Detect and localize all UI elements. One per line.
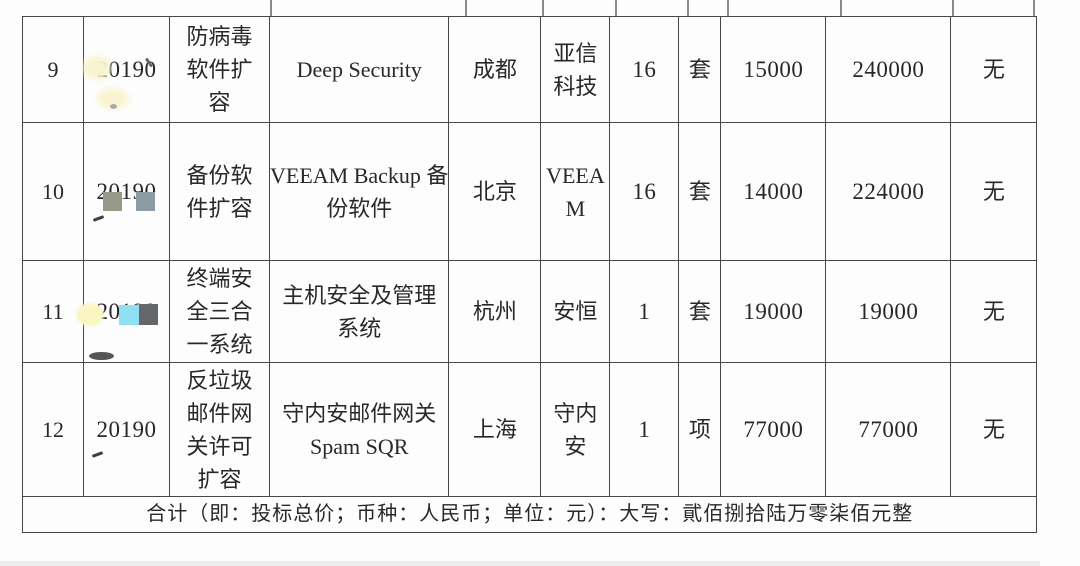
row-number: 9 <box>22 16 84 123</box>
row-number: 11 <box>22 260 84 363</box>
item-description: Deep Security <box>268 16 450 123</box>
item-name: 反垃圾 邮件网 关许可 扩容 <box>169 362 270 497</box>
city: 成都 <box>448 16 542 123</box>
table-row: 12 20190 反垃圾 邮件网 关许可 扩容 守内安邮件网关 Spam SQR… <box>22 362 1038 497</box>
table-edge-stub <box>727 0 729 17</box>
quantity: 16 <box>609 16 680 123</box>
table-edge-stub <box>542 0 544 17</box>
project-code: 20190 <box>83 122 170 261</box>
remark: 无 <box>950 362 1038 497</box>
remark: 无 <box>950 260 1038 363</box>
quantity: 16 <box>609 122 680 261</box>
project-code: 20190 <box>83 260 170 363</box>
quantity: 1 <box>609 362 680 497</box>
vendor: 亚信 科技 <box>540 16 611 123</box>
table-edge-stub <box>1033 0 1035 17</box>
table-row: 11 20190 终端安 全三合 一系统 主机安全及管理 系统 杭州 安恒 1 … <box>22 260 1038 363</box>
unit: 项 <box>678 362 722 497</box>
unit-price: 15000 <box>720 16 827 123</box>
city: 上海 <box>448 362 542 497</box>
total-price: 77000 <box>825 362 952 497</box>
item-name: 备份软 件扩容 <box>169 122 270 261</box>
vendor: 安恒 <box>540 260 611 363</box>
unit: 套 <box>678 16 722 123</box>
city: 北京 <box>448 122 542 261</box>
unit: 套 <box>678 260 722 363</box>
bid-price-table: 9 20190 防病毒 软件扩 容 Deep Security 成都 亚信 科技… <box>21 16 1038 533</box>
row-number: 10 <box>22 122 84 261</box>
row-number: 12 <box>22 362 84 497</box>
table-edge-stub <box>465 0 467 17</box>
total-price: 19000 <box>825 260 952 363</box>
total-in-words: 合计（即：投标总价；币种：人民币；单位：元）：大写：貮佰捌拾陆万零柒佰元整 <box>21 496 1038 533</box>
item-description: VEEAM Backup 备 份软件 <box>268 122 450 261</box>
remark: 无 <box>950 16 1038 123</box>
project-code: 20190 <box>83 362 170 497</box>
item-name: 终端安 全三合 一系统 <box>169 260 270 363</box>
unit-price: 77000 <box>720 362 827 497</box>
item-description: 主机安全及管理 系统 <box>268 260 450 363</box>
scan-artifact-strip <box>0 561 1040 566</box>
unit: 套 <box>678 122 722 261</box>
table-edge-stub <box>687 0 689 17</box>
table-row: 9 20190 防病毒 软件扩 容 Deep Security 成都 亚信 科技… <box>22 16 1038 123</box>
item-description: 守内安邮件网关 Spam SQR <box>268 362 450 497</box>
table-edge-stub <box>952 0 954 17</box>
table-edge-stub <box>270 0 272 17</box>
project-code: 20190 <box>83 16 170 123</box>
table-edge-stub <box>615 0 617 17</box>
unit-price: 14000 <box>720 122 827 261</box>
vendor: VEEA M <box>540 122 611 261</box>
total-price: 240000 <box>825 16 952 123</box>
remark: 无 <box>950 122 1038 261</box>
city: 杭州 <box>448 260 542 363</box>
unit-price: 19000 <box>720 260 827 363</box>
table-footer-row: 合计（即：投标总价；币种：人民币；单位：元）：大写：貮佰捌拾陆万零柒佰元整 <box>21 496 1038 533</box>
table-edge-stub <box>840 0 842 17</box>
total-price: 224000 <box>825 122 952 261</box>
quantity: 1 <box>609 260 680 363</box>
item-name: 防病毒 软件扩 容 <box>169 16 270 123</box>
vendor: 守内 安 <box>540 362 611 497</box>
table-row: 10 20190 备份软 件扩容 VEEAM Backup 备 份软件 北京 V… <box>22 122 1038 261</box>
